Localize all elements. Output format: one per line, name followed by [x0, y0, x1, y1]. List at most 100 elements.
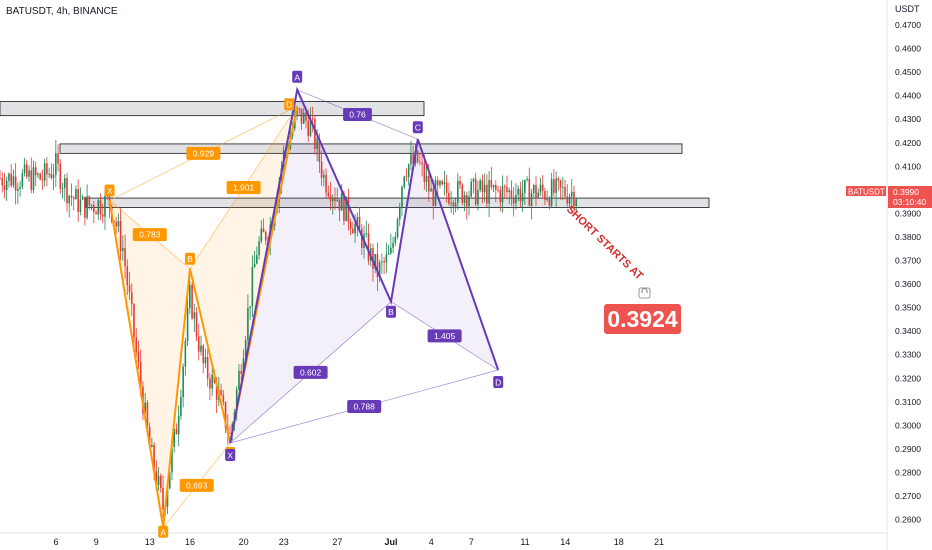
candle: [459, 175, 461, 189]
price-axis[interactable]: 0.4700 0.4600 0.4500 0.4400 0.4300 0.4200 0.41…: [895, 20, 921, 525]
price-tag-value: 0.3990: [893, 187, 919, 197]
candle: [541, 175, 544, 199]
candle: [30, 157, 33, 194]
candle: [419, 152, 421, 166]
candle: [490, 166, 493, 190]
candle: [568, 193, 571, 209]
price-tick-label: 0.2800: [895, 467, 921, 477]
candle: [416, 149, 419, 164]
candle: [405, 168, 408, 182]
candle: [238, 364, 240, 391]
candle: [117, 213, 120, 233]
candle: [526, 176, 528, 182]
candle: [510, 180, 513, 206]
price-tick-label: 0.3000: [895, 420, 921, 430]
time-tick-label: 4: [429, 537, 434, 547]
purple-point-a: A: [292, 70, 303, 83]
candle: [546, 190, 548, 202]
candle: [347, 188, 350, 231]
time-tick-label: 27: [332, 537, 342, 547]
candle: [1, 172, 4, 193]
orange-ratio-label: 0.929: [186, 146, 221, 160]
candle: [249, 306, 251, 320]
candle: [222, 389, 225, 406]
candle: [497, 185, 499, 193]
price-tick-label: 0.2900: [895, 444, 921, 454]
candle: [26, 159, 28, 179]
svg-text:B: B: [388, 307, 394, 317]
candle: [14, 163, 17, 205]
short-annotation: SHORT STARTS AT 0.3924: [564, 204, 681, 334]
candle: [17, 182, 19, 205]
time-tick-label: 6: [53, 537, 58, 547]
resistance-zone[interactable]: [59, 143, 683, 154]
candle: [477, 180, 479, 211]
candle: [175, 423, 178, 435]
candle: [32, 160, 35, 194]
time-tick-label: 7: [469, 537, 474, 547]
candle: [79, 187, 82, 216]
candle: [381, 253, 383, 274]
orange-ratio-label: 0.783: [132, 228, 167, 242]
candle: [264, 230, 267, 246]
price-tick-label: 0.3100: [895, 397, 921, 407]
candle: [157, 467, 160, 491]
price-tag-bg: [888, 186, 932, 208]
candle: [182, 363, 184, 408]
candle: [519, 181, 522, 208]
resistance-zone[interactable]: [85, 197, 710, 208]
candle: [492, 184, 495, 193]
candle: [104, 190, 106, 230]
resistance-zone[interactable]: [0, 101, 425, 117]
svg-text:0.602: 0.602: [300, 367, 322, 377]
candle: [41, 169, 44, 190]
candle: [195, 307, 198, 342]
price-tick-label: 0.4400: [895, 91, 921, 101]
candle: [410, 140, 412, 171]
time-tick-label: 18: [614, 537, 624, 547]
candle: [439, 179, 441, 189]
candle: [517, 185, 519, 202]
candle: [68, 194, 71, 218]
time-tick-label: 20: [239, 537, 249, 547]
time-tick-label: 9: [94, 537, 99, 547]
candle: [499, 186, 502, 212]
candle: [445, 174, 448, 203]
candle: [21, 169, 24, 190]
candle: [75, 185, 77, 200]
candle: [443, 171, 446, 196]
candle: [323, 169, 325, 187]
candle: [396, 217, 399, 240]
candle: [28, 165, 30, 182]
candle: [162, 475, 164, 518]
candle: [559, 179, 562, 200]
purple-point-d: D: [493, 376, 504, 389]
svg-text:0.788: 0.788: [354, 402, 376, 412]
purple-pattern-bcd-fill: [391, 139, 499, 371]
candle: [137, 340, 140, 370]
time-tick-label: 11: [520, 537, 529, 547]
candle: [564, 179, 566, 200]
candle: [229, 425, 231, 435]
candle: [530, 188, 533, 220]
candle: [66, 173, 68, 212]
time-axis[interactable]: 6 9 13 16 20 23 27 Jul 4 7 11 14 18 21: [53, 537, 664, 547]
candle: [220, 383, 222, 397]
purple-ratio-label: 0.602: [293, 365, 328, 379]
svg-text:0.929: 0.929: [193, 148, 215, 158]
candle: [535, 176, 537, 206]
candle: [193, 303, 196, 333]
candle: [126, 259, 129, 296]
candle: [401, 185, 403, 217]
candle: [0, 170, 1, 180]
candle: [320, 150, 323, 186]
candle: [34, 161, 37, 186]
candle: [468, 190, 470, 216]
candle: [544, 187, 546, 205]
candle: [128, 272, 131, 300]
svg-text:0.693: 0.693: [186, 480, 208, 490]
svg-text:0.76: 0.76: [349, 109, 366, 119]
candle: [135, 328, 138, 358]
candle: [532, 183, 535, 198]
